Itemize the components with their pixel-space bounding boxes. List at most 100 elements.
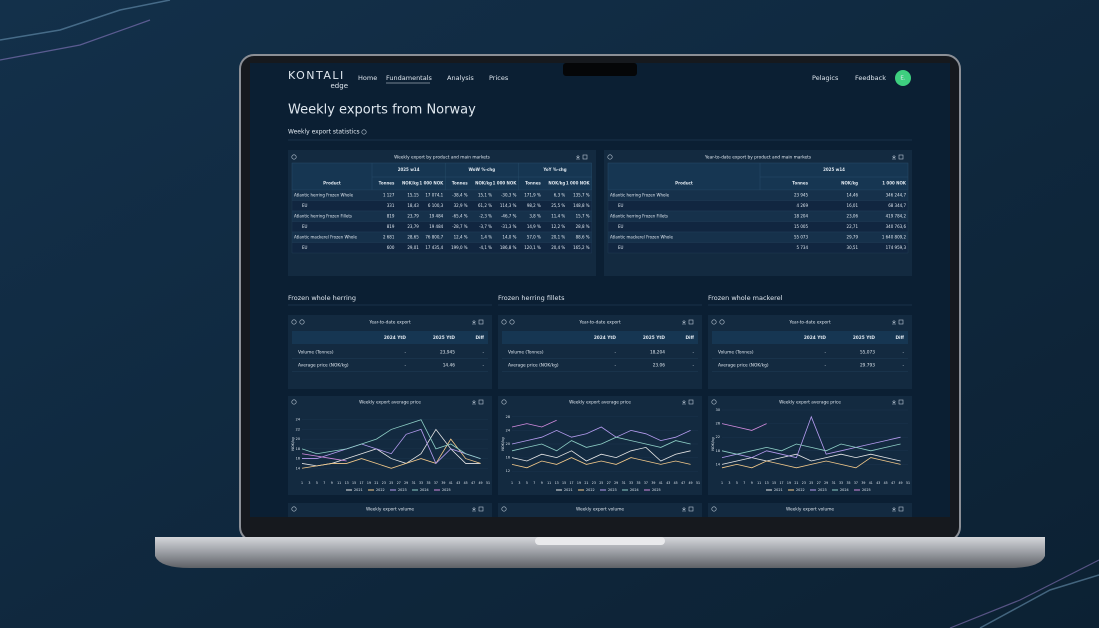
expand-icon[interactable] [898, 506, 904, 512]
x-tick-label: 19 [577, 481, 581, 485]
info-icon[interactable] [711, 506, 717, 512]
download-icon[interactable] [892, 507, 896, 512]
legend-label[interactable]: 2023 [398, 488, 407, 492]
table-cell: - [482, 351, 484, 356]
expand-icon[interactable] [582, 154, 588, 160]
info-icon[interactable] [719, 319, 725, 325]
expand-icon[interactable] [688, 506, 694, 512]
x-tick-label: 5 [736, 481, 738, 485]
column-header: NOK/kg [475, 181, 492, 186]
legend-label[interactable]: 2021 [354, 488, 363, 492]
x-tick-label: 31 [832, 481, 836, 485]
legend-label[interactable]: 2025 [442, 488, 451, 492]
download-icon[interactable] [682, 400, 686, 405]
nav-right[interactable]: Pelagics [812, 74, 839, 82]
panel-title: Weekly export by product and main market… [394, 155, 490, 161]
column-header: 1 000 NOK [882, 181, 907, 186]
expand-icon[interactable] [898, 154, 904, 160]
info-icon[interactable] [291, 506, 297, 512]
info-icon[interactable] [607, 154, 613, 160]
legend-label[interactable]: 2021 [774, 488, 783, 492]
nav-item[interactable]: Home [358, 74, 377, 82]
download-icon[interactable] [472, 507, 476, 512]
column-header: Product [675, 181, 693, 186]
info-icon[interactable] [501, 399, 507, 405]
x-tick-label: 15 [352, 481, 356, 485]
info-icon[interactable] [509, 319, 515, 325]
column-header: Tonnes [792, 181, 808, 186]
table-cell: 18 204 [794, 214, 808, 219]
info-icon[interactable] [711, 399, 717, 405]
x-tick-label: 37 [854, 481, 858, 485]
legend-label[interactable]: 2022 [586, 488, 595, 492]
legend-label[interactable]: 2023 [608, 488, 617, 492]
nav-item[interactable]: Analysis [447, 74, 474, 82]
info-icon[interactable] [711, 319, 717, 325]
series-line [302, 428, 481, 465]
expand-icon[interactable] [478, 399, 484, 405]
row-label: Average price (NOK/kg) [718, 363, 769, 369]
x-tick-label: 25 [599, 481, 603, 485]
legend-label[interactable]: 2025 [652, 488, 661, 492]
nav-item[interactable]: Fundamentals [386, 74, 433, 82]
info-icon[interactable] [501, 319, 507, 325]
y-tick-label: 24 [506, 428, 510, 432]
row-label: Atlantic mackerel Frozen Whole [294, 235, 357, 240]
legend-label[interactable]: 2021 [564, 488, 573, 492]
row-label: EU [618, 224, 624, 229]
expand-icon[interactable] [898, 319, 904, 325]
table-cell: 19 484 [429, 224, 443, 229]
avatar[interactable] [895, 70, 911, 86]
expand-icon[interactable] [478, 319, 484, 325]
product-heading: Frozen whole mackerel [708, 294, 783, 302]
expand-icon[interactable] [688, 399, 694, 405]
table-cell: - [902, 364, 904, 369]
download-icon[interactable] [682, 507, 686, 512]
info-icon[interactable] [291, 154, 297, 160]
info-icon[interactable] [299, 319, 305, 325]
info-icon[interactable] [361, 129, 367, 135]
table-header [292, 331, 488, 344]
table-cell: 19 484 [429, 214, 443, 219]
legend-label[interactable]: 2024 [840, 488, 849, 492]
table-cell: - [824, 351, 826, 356]
download-icon[interactable] [472, 400, 476, 405]
legend-label[interactable]: 2022 [376, 488, 385, 492]
table-cell: 340 763,6 [886, 224, 907, 229]
x-tick-label: 11 [337, 481, 341, 485]
table-cell: 29,79 [847, 235, 859, 240]
x-tick-label: 19 [367, 481, 371, 485]
info-icon[interactable] [291, 319, 297, 325]
download-icon[interactable] [682, 320, 686, 325]
panel-title: Weekly export volume [366, 507, 414, 513]
table-cell: 29,01 [407, 245, 419, 250]
info-icon[interactable] [501, 506, 507, 512]
download-icon[interactable] [892, 155, 896, 160]
decor-line [979, 574, 1099, 628]
expand-icon[interactable] [898, 399, 904, 405]
x-tick-label: 29 [614, 481, 618, 485]
x-tick-label: 17 [779, 481, 783, 485]
expand-icon[interactable] [688, 319, 694, 325]
download-icon[interactable] [892, 320, 896, 325]
table-cell: - [692, 364, 694, 369]
download-icon[interactable] [892, 400, 896, 405]
legend-label[interactable]: 2022 [796, 488, 805, 492]
download-icon[interactable] [576, 155, 580, 160]
legend-label[interactable]: 2024 [630, 488, 639, 492]
table-cell: 600 [387, 245, 395, 250]
download-icon[interactable] [472, 320, 476, 325]
legend-label[interactable]: 2023 [818, 488, 827, 492]
legend-label[interactable]: 2025 [862, 488, 871, 492]
info-icon[interactable] [291, 399, 297, 405]
nav-right[interactable]: Feedback [855, 74, 886, 82]
x-tick-label: 51 [906, 481, 910, 485]
legend-label[interactable]: 2024 [420, 488, 429, 492]
table-cell: 174 959,3 [886, 245, 907, 250]
nav-item[interactable]: Prices [489, 74, 509, 82]
expand-icon[interactable] [478, 506, 484, 512]
x-tick-label: 39 [441, 481, 445, 485]
group-header: YoY %-chg [542, 167, 566, 172]
table-cell: - [404, 351, 406, 356]
